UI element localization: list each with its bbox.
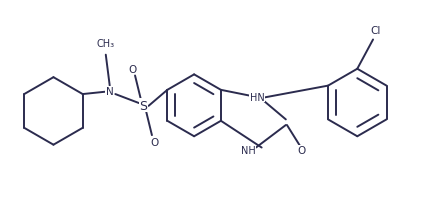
Text: HN: HN [250,92,265,102]
Text: NH: NH [241,146,256,156]
Text: Cl: Cl [371,26,381,36]
Text: O: O [151,137,159,147]
Text: O: O [128,64,136,74]
Text: O: O [297,146,305,156]
Text: N: N [106,87,114,97]
Text: CH₃: CH₃ [97,39,115,49]
Text: S: S [140,99,147,112]
